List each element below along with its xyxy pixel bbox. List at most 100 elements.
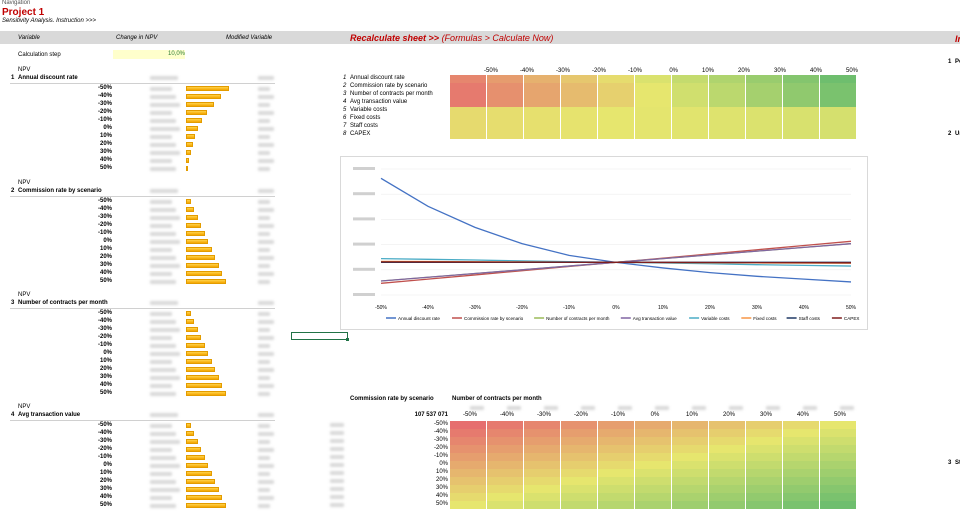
table-row-label: 20% xyxy=(435,477,448,483)
heatmap-col-label: 0% xyxy=(669,68,678,74)
table-cell xyxy=(561,429,597,437)
sensitivity-chart[interactable]: -50% -40% -30% -20% -10% 0% 10% 20% 30% 40% 50% Ann… xyxy=(340,156,868,330)
legend-label: Number of contracts per month xyxy=(546,316,610,321)
heatmap-cell xyxy=(783,107,819,115)
table-cell xyxy=(709,461,745,469)
block-divider xyxy=(10,196,275,197)
npv-change-bar xyxy=(186,487,219,492)
modified-variable-header: Modified Variable xyxy=(226,35,273,41)
table-cell xyxy=(746,445,782,453)
navigation-link[interactable]: Navigation xyxy=(2,0,31,6)
npv-change-bar xyxy=(186,447,201,452)
table-cell xyxy=(450,421,486,429)
npv-change-bar xyxy=(186,319,194,324)
heatmap-cell xyxy=(783,83,819,91)
table-col-label: 10% xyxy=(685,412,698,418)
block-number: 1 xyxy=(11,75,15,81)
heatmap-cell xyxy=(450,115,486,123)
table-cell xyxy=(820,421,856,429)
block-number: 2 xyxy=(11,188,15,194)
value-blur xyxy=(150,272,172,276)
heatmap-cell xyxy=(783,115,819,123)
value-blur xyxy=(150,488,180,492)
x-tick-label: -10% xyxy=(563,305,575,311)
heatmap-cell xyxy=(709,83,745,91)
modified-blur xyxy=(258,368,274,372)
value-blur xyxy=(150,111,172,115)
modified-blur xyxy=(258,200,270,204)
header-bar xyxy=(0,31,960,44)
heatmap-cell xyxy=(709,75,745,83)
instruction-link[interactable]: Sensitivity Analysis. Instruction >>> xyxy=(2,18,96,24)
heatmap-col-label: 50% xyxy=(845,68,858,74)
npv-change-bar xyxy=(186,351,208,356)
modified-blur xyxy=(258,127,274,131)
table-cell xyxy=(820,501,856,509)
table-cell xyxy=(672,429,708,437)
table-col-label: 40% xyxy=(796,412,809,418)
heatmap-cell xyxy=(561,91,597,99)
modified-blur xyxy=(258,143,274,147)
npv-change-bar xyxy=(186,375,219,380)
value-blur xyxy=(150,448,172,452)
col-value-blur xyxy=(692,406,706,410)
table-cell xyxy=(709,429,745,437)
heatmap-cell xyxy=(450,83,486,91)
fill-handle[interactable] xyxy=(346,338,349,341)
heatmap-cell xyxy=(746,75,782,83)
npv-change-bar xyxy=(186,359,212,364)
value-blur xyxy=(150,248,172,252)
table-col-label: 50% xyxy=(833,412,846,418)
value-blur xyxy=(150,135,172,139)
calc-step-input[interactable]: 10,0% xyxy=(113,50,185,59)
side-label-text: Pe xyxy=(955,59,960,65)
npv-change-bar xyxy=(186,391,226,396)
npv-change-bar xyxy=(186,263,219,268)
value-blur xyxy=(150,320,176,324)
chart-svg: -50% -40% -30% -20% -10% 0% 10% 20% 30% 40% 50% Ann… xyxy=(353,167,859,321)
value-blur xyxy=(150,504,176,508)
heatmap-cell xyxy=(820,131,856,139)
value-blur xyxy=(150,143,176,147)
step-label: -40% xyxy=(97,430,112,436)
x-tick-label: 10% xyxy=(658,305,669,311)
table-cell xyxy=(635,421,671,429)
modified-blur xyxy=(258,480,274,484)
modified-blur xyxy=(258,352,274,356)
npv-change-bar xyxy=(186,503,226,508)
table-cell xyxy=(672,461,708,469)
x-tick-label: 30% xyxy=(752,305,763,311)
table-cell xyxy=(820,477,856,485)
table-cell xyxy=(672,493,708,501)
list-variable-name: Avg transaction value xyxy=(350,99,408,105)
series-line[interactable] xyxy=(380,261,852,264)
table-cell xyxy=(561,469,597,477)
modified-blur xyxy=(258,119,270,123)
heatmap-cell xyxy=(487,91,523,99)
table-cell xyxy=(820,469,856,477)
heatmap-col-label: -40% xyxy=(519,68,534,74)
npv-change-bar xyxy=(186,231,205,236)
value-blur xyxy=(150,256,176,260)
list-variable-name: Variable costs xyxy=(350,107,388,113)
table-cell xyxy=(524,421,560,429)
change-npv-header: Change in NPV xyxy=(116,35,158,41)
heatmap-cell xyxy=(820,123,856,131)
series-line[interactable] xyxy=(380,177,852,283)
npv-change-bar xyxy=(186,126,198,131)
recalculate-main: Recalculate sheet >> xyxy=(350,33,442,43)
heatmap-cell xyxy=(672,91,708,99)
legend-label: Commission rate by scenario xyxy=(464,316,524,321)
table-cell xyxy=(672,469,708,477)
heatmap-cell xyxy=(672,75,708,83)
heatmap-cell xyxy=(598,83,634,91)
table-col-label: -50% xyxy=(462,412,477,418)
selected-cell[interactable] xyxy=(291,332,348,340)
table-cell xyxy=(783,493,819,501)
heatmap-cell xyxy=(450,123,486,131)
x-tick-label: 0% xyxy=(612,305,620,311)
step-label: -20% xyxy=(97,222,112,228)
list-number: 2 xyxy=(343,83,347,89)
table-cell xyxy=(524,461,560,469)
heatmap-col-label: 30% xyxy=(773,68,786,74)
